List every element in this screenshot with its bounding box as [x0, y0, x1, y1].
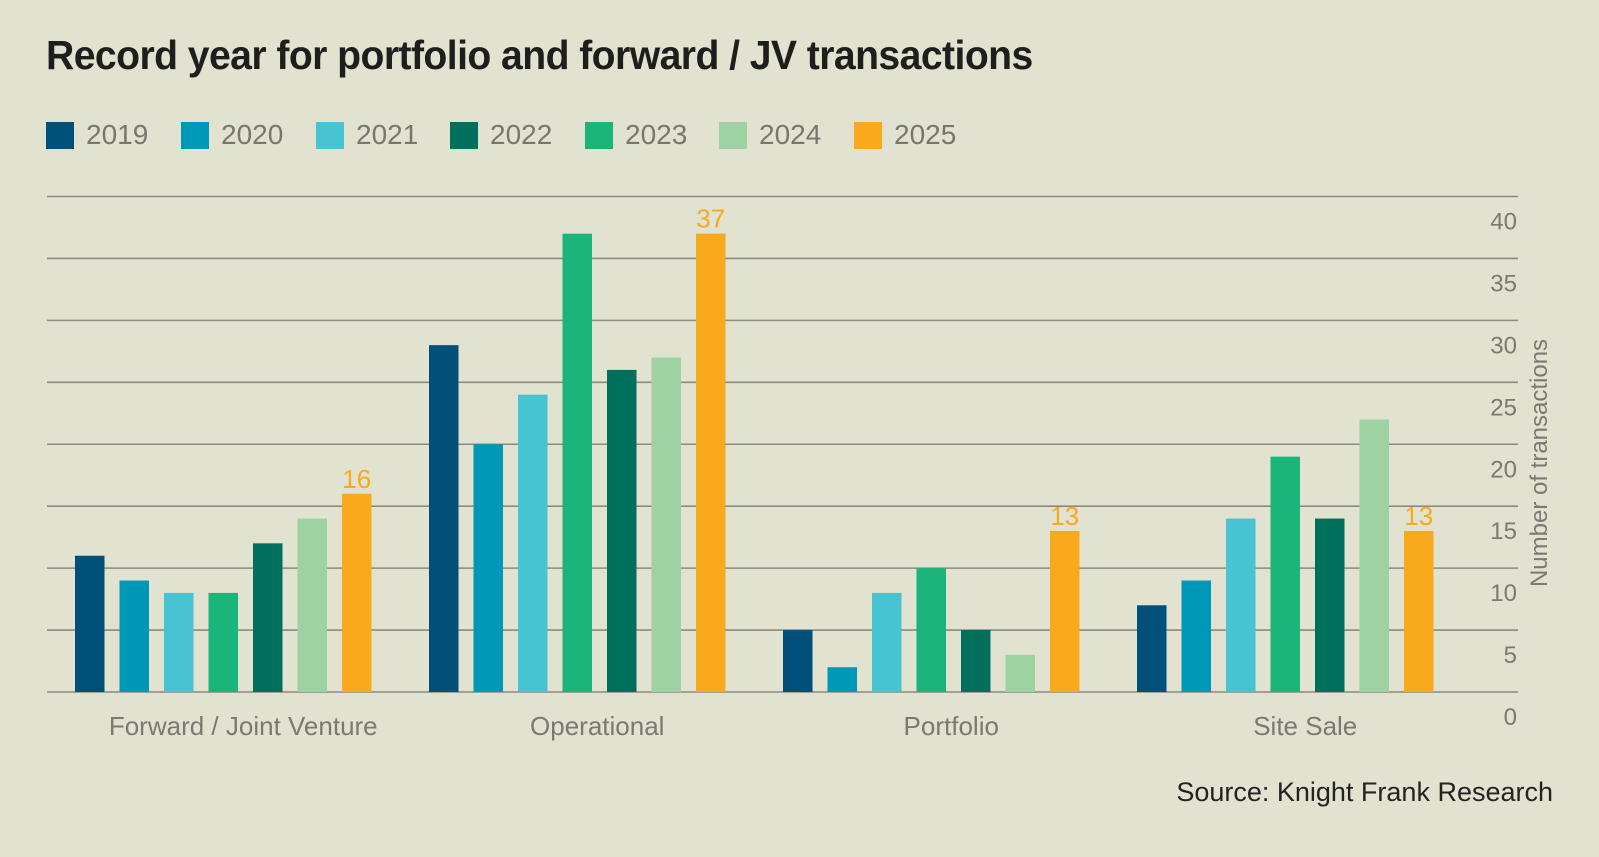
- bar-2024: [1359, 419, 1389, 692]
- legend-label: 2023: [625, 119, 688, 150]
- legend-label: 2025: [894, 119, 957, 150]
- bar-2020: [827, 667, 857, 692]
- value-label: 37: [696, 204, 725, 234]
- legend-label: 2019: [86, 119, 149, 150]
- legend-item-2023: 2023: [585, 121, 687, 149]
- bar-2019: [1137, 605, 1167, 692]
- bar-2025: [1404, 530, 1434, 692]
- bar-2021: [872, 592, 902, 692]
- legend-swatch: [585, 121, 613, 149]
- legend-label: 2022: [490, 119, 553, 150]
- bar-2020: [1181, 580, 1211, 692]
- bar-2019: [75, 555, 105, 692]
- legend-swatch: [450, 121, 478, 149]
- bar-2021: [518, 394, 548, 692]
- y-tick-label: 5: [1504, 642, 1517, 669]
- legend-swatch: [719, 121, 747, 149]
- x-category-label: Site Sale: [1253, 711, 1357, 741]
- bar-2024: [651, 357, 681, 692]
- x-category-label: Operational: [530, 711, 664, 741]
- bar-2019: [429, 345, 459, 692]
- bar-2022: [607, 369, 637, 692]
- bar-2020: [119, 580, 149, 692]
- bar-2023: [208, 592, 238, 692]
- legend-item-2021: 2021: [316, 121, 418, 149]
- bar-2023: [916, 568, 946, 692]
- y-tick-label: 15: [1490, 518, 1517, 545]
- legend-label: 2024: [759, 119, 822, 150]
- bar-2021: [164, 592, 194, 692]
- legend-item-2019: 2019: [46, 121, 148, 149]
- value-label: 13: [1050, 501, 1079, 531]
- bar-2019: [783, 630, 813, 692]
- chart-title: Record year for portfolio and forward / …: [46, 32, 1033, 78]
- y-axis-title: Number of transactions: [1526, 339, 1553, 587]
- y-tick-label: 30: [1490, 332, 1517, 359]
- bar-2023: [1270, 456, 1300, 692]
- bar-2020: [473, 444, 503, 692]
- x-category-label: Forward / Joint Venture: [109, 711, 378, 741]
- value-label: 13: [1404, 501, 1433, 531]
- y-tick-label: 10: [1490, 580, 1517, 607]
- source-note: Source: Knight Frank Research: [1176, 777, 1553, 807]
- bar-2025: [1050, 530, 1080, 692]
- bar-2025: [342, 493, 372, 692]
- bar-2025: [696, 233, 726, 692]
- bar-2022: [1315, 518, 1345, 692]
- legend-label: 2020: [221, 119, 284, 150]
- legend-item-2022: 2022: [450, 121, 552, 149]
- legend-swatch: [854, 121, 882, 149]
- x-category-label: Portfolio: [904, 711, 999, 741]
- bar-2023: [562, 233, 592, 692]
- legend-item-2025: 2025: [854, 121, 956, 149]
- bar-2024: [1005, 654, 1035, 692]
- legend-label: 2021: [356, 119, 419, 150]
- bar-2022: [961, 630, 991, 692]
- legend-swatch: [316, 121, 344, 149]
- legend-item-2024: 2024: [719, 121, 821, 149]
- y-tick-label: 0: [1504, 704, 1517, 731]
- y-tick-label: 35: [1490, 270, 1517, 297]
- bar-2021: [1226, 518, 1256, 692]
- value-label: 16: [342, 464, 371, 494]
- legend-item-2020: 2020: [181, 121, 283, 149]
- legend-swatch: [46, 121, 74, 149]
- bar-2024: [297, 518, 327, 692]
- legend-swatch: [181, 121, 209, 149]
- y-tick-label: 40: [1490, 209, 1517, 236]
- y-tick-label: 20: [1490, 456, 1517, 483]
- bar-2022: [253, 543, 283, 692]
- y-tick-label: 25: [1490, 394, 1517, 421]
